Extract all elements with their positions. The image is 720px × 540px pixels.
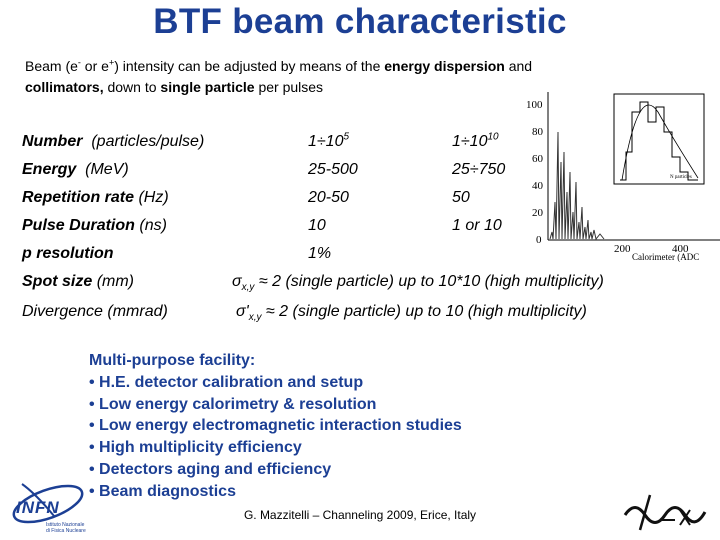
value-base: 1÷10 <box>452 133 488 150</box>
sigma-sub: x,y <box>241 282 255 294</box>
facility-item: • H.E. detector calibration and setup <box>89 373 364 391</box>
plot-svg: 100 80 60 40 20 0 200 400 Calorimeter (A… <box>526 92 720 262</box>
calorimeter-plot: 100 80 60 40 20 0 200 400 Calorimeter (A… <box>522 92 720 272</box>
intro-bold: single particle <box>160 79 255 95</box>
footer: G. Mazzitelli – Channeling 2009, Erice, … <box>243 508 477 522</box>
label-unit: (MeV) <box>85 161 129 178</box>
label-bold: Spot size <box>22 273 93 290</box>
row-label: Number (particles/pulse) <box>22 133 204 151</box>
label-unit: (particles/pulse) <box>91 133 205 150</box>
positron-sign: + <box>108 57 115 68</box>
label-unit: (Hz) <box>138 189 169 206</box>
intro-part: ) intensity can be adjusted by means of … <box>114 58 385 74</box>
intro-part: and <box>504 58 533 74</box>
label-unit: (ns) <box>139 217 167 234</box>
value-1: 1% <box>308 245 332 262</box>
lnf-logo-graphic <box>623 494 707 531</box>
electron-sign: - <box>77 57 81 68</box>
infn-logo-graphic <box>12 483 84 524</box>
intro-part: or e <box>80 58 109 74</box>
facility-item: • Low energy calorimetry & resolution <box>89 395 377 413</box>
value-2: 50 <box>452 189 470 206</box>
row-label: Divergence (mmrad) <box>22 303 168 320</box>
intro-text: Beam (e- or e+) intensity can be adjuste… <box>25 56 625 98</box>
y-tick-label: 0 <box>536 234 542 246</box>
row-label: Spot size (mm) <box>22 273 134 291</box>
spot-text: ≈ 2 (single particle) up to 10*10 (high … <box>254 273 604 290</box>
x-axis-label: Calorimeter (ADC <box>632 252 699 262</box>
intro-bold: collimators, <box>25 79 104 95</box>
divergence-text: ≈ 2 (single particle) up to 10 (high mul… <box>261 303 587 320</box>
histogram-trace <box>549 131 605 241</box>
facility-list: Multi-purpose facility: • H.E. detector … <box>89 350 462 503</box>
divergence-value: σ'x,y ≈ 2 (single particle) up to 10 (hi… <box>236 303 587 324</box>
infn-logo: INFN Istituto Nazionale di Fisica Nuclea… <box>8 474 88 536</box>
facility-item: • Detectors aging and efficiency <box>89 460 332 478</box>
inset-histogram <box>620 101 698 181</box>
row-label: Pulse Duration (ns) <box>22 217 167 235</box>
value-2: 1 or 10 <box>452 217 502 234</box>
inset-label: N particles <box>670 175 692 180</box>
sigma-symbol: σ <box>232 273 242 290</box>
y-tick-label: 20 <box>532 207 544 219</box>
value-exp: 10 <box>487 131 499 143</box>
inset-frame <box>613 93 705 185</box>
x-tick-label: 400 <box>672 243 689 255</box>
y-tick-label: 80 <box>532 126 544 138</box>
label-unit: (mm) <box>96 273 134 290</box>
intro-bold: energy dispersion <box>384 58 505 74</box>
intro-part: down to <box>103 79 161 95</box>
page-title: BTF beam characteristic <box>153 2 567 41</box>
y-tick-label: 100 <box>526 99 543 111</box>
value-1: 20-50 <box>308 189 349 206</box>
facility-item: • Beam diagnostics <box>89 482 236 500</box>
row-label: Repetition rate (Hz) <box>22 189 169 207</box>
facility-item: • High multiplicity efficiency <box>89 439 302 457</box>
y-tick-label: 40 <box>532 180 544 192</box>
value-exp: 5 <box>343 131 350 143</box>
row-label: Energy (MeV) <box>22 161 129 179</box>
facility-heading: Multi-purpose facility: <box>89 352 256 369</box>
x-tick-label: 200 <box>614 243 631 255</box>
label-bold: Pulse Duration <box>22 217 135 234</box>
inset-fit-curve <box>621 104 699 181</box>
y-tick-label: 60 <box>532 153 544 165</box>
label-bold: Repetition rate <box>22 189 135 206</box>
value-1: 1÷105 <box>308 131 350 151</box>
label-bold: Energy <box>22 161 77 178</box>
facility-item: • Low energy electromagnetic interaction… <box>89 417 462 435</box>
intro-part: per pulses <box>254 79 324 95</box>
value-1: 10 <box>308 217 326 234</box>
lnf-logo <box>620 490 710 535</box>
value-1: 25-500 <box>308 161 358 178</box>
label-bold: Number <box>22 133 83 150</box>
value-2: 25÷750 <box>452 161 506 178</box>
row-label: p resolution <box>22 245 114 262</box>
value-base: 1÷10 <box>308 133 344 150</box>
infn-text: INFN <box>16 498 60 517</box>
infn-subtitle: Istituto Nazionale di Fisica Nucleare <box>46 522 86 534</box>
intro-part: Beam (e <box>25 58 78 74</box>
value-2: 1÷1010 <box>452 131 499 151</box>
sigma-sub: x,y <box>248 312 262 324</box>
sigma-symbol: σ' <box>236 303 249 320</box>
spot-value: σx,y ≈ 2 (single particle) up to 10*10 (… <box>232 273 604 294</box>
